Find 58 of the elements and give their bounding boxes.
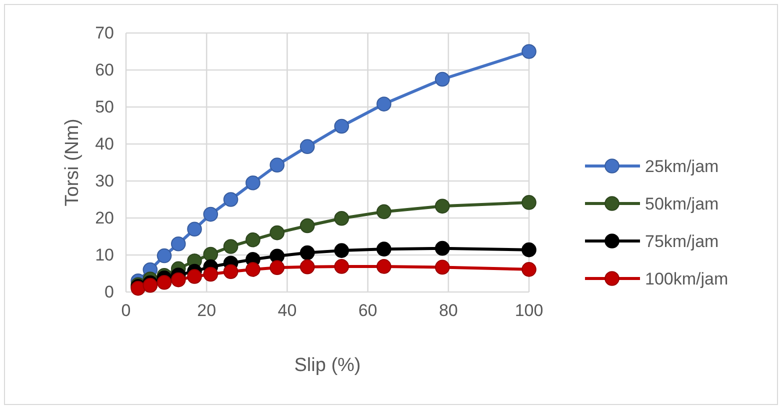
point [434,198,450,214]
point [270,260,285,275]
point [300,245,315,260]
point [187,269,202,284]
y-tick-label: 70 [95,23,114,42]
point [203,206,218,222]
point [334,210,350,226]
point [170,236,186,252]
point [156,274,172,290]
point [246,262,260,277]
point [203,266,218,282]
y-axis-title: Torsi (Nm) [62,118,83,206]
x-tick-label: 20 [197,301,216,320]
point [522,44,536,59]
point [223,192,238,207]
point [223,264,238,280]
point [522,242,536,258]
point [223,239,238,254]
point [334,259,350,274]
y-tick-label: 0 [104,282,114,302]
point [434,72,450,87]
point [246,232,260,248]
point [522,262,536,277]
point [376,259,392,274]
point [300,218,315,234]
point [170,272,186,288]
x-tick-label: 0 [121,301,131,320]
y-tick-label: 60 [95,60,114,80]
point [522,195,536,210]
x-tick-label: 100 [514,301,544,320]
point [334,243,350,258]
point [434,240,450,256]
point [376,96,392,112]
x-tick-label: 80 [438,301,458,320]
point [376,204,392,220]
y-tick-label: 30 [95,171,114,190]
y-tick-label: 50 [95,97,114,116]
point [246,175,260,190]
y-tick-label: 10 [95,245,114,264]
point [300,139,315,154]
x-axis-title: Slip (%) [294,355,361,376]
point [203,246,218,262]
x-tick-label: 40 [278,301,297,320]
point [270,225,285,240]
y-tick-label: 40 [95,134,114,154]
point [334,118,350,134]
point [270,158,285,172]
legend-label: 100km/jam [645,270,728,288]
x-tick-label: 60 [358,301,378,320]
point [434,260,450,275]
y-tick-label: 20 [95,208,114,228]
point [156,248,172,264]
point [300,259,315,274]
point [187,222,202,236]
legend-label: 25km/jam [645,157,719,176]
point [376,242,392,256]
legend-label: 50km/jam [645,194,719,214]
legend-label: 75km/jam [645,232,719,251]
